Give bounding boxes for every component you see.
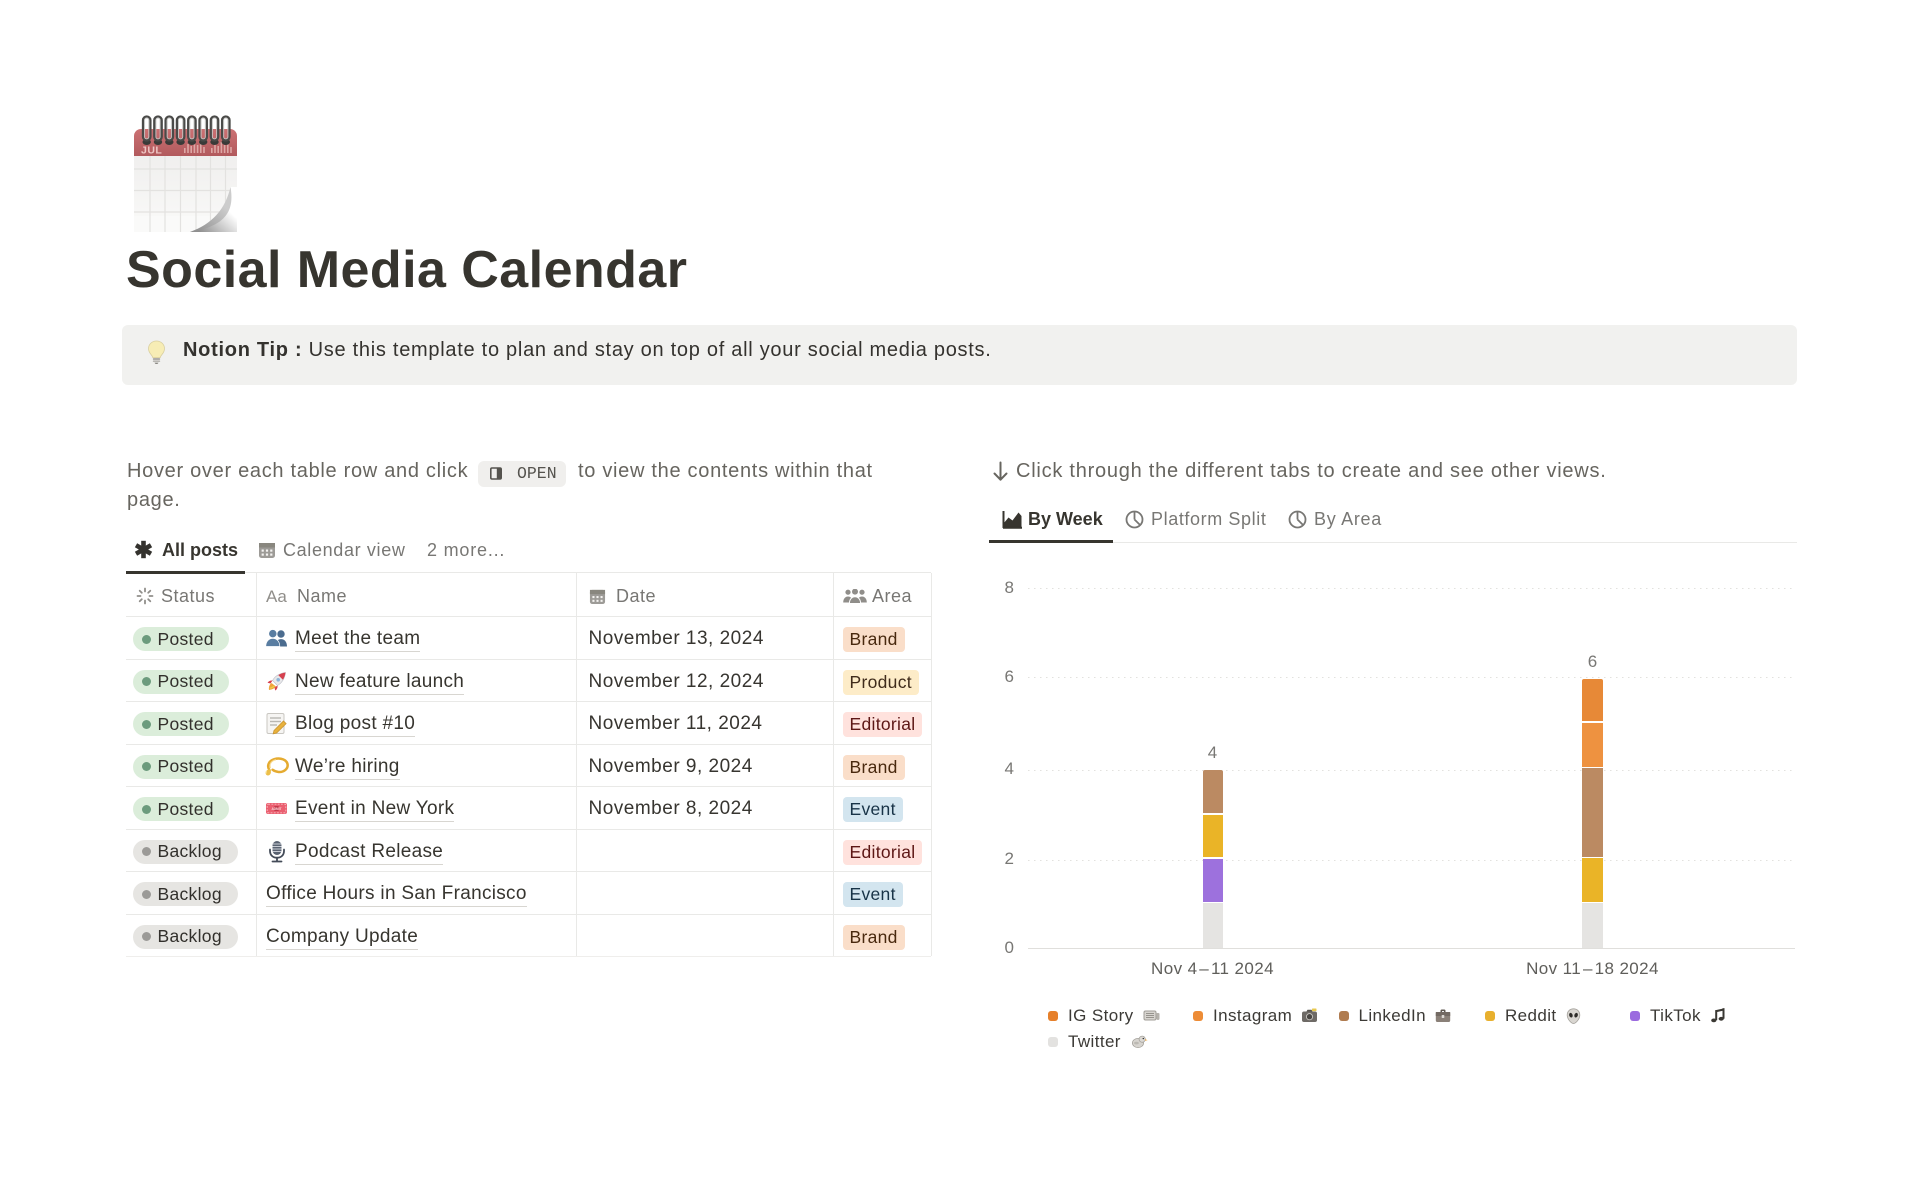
svg-text:ADMIT: ADMIT <box>271 807 281 811</box>
svg-text:JUL: JUL <box>141 145 162 157</box>
